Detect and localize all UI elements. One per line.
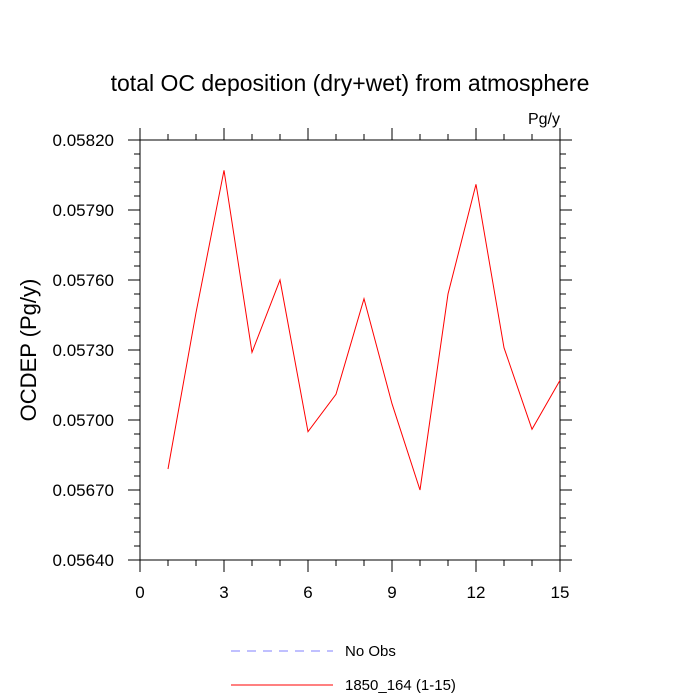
y-tick-label: 0.05700 [53,411,114,430]
x-tick-label: 3 [219,583,228,602]
x-tick-label: 12 [467,583,486,602]
y-tick-label: 0.05790 [53,201,114,220]
y-axis-label: OCDEP (Pg/y) [16,279,41,422]
y-tick-label: 0.05820 [53,131,114,150]
chart-title: total OC deposition (dry+wet) from atmos… [111,70,590,96]
x-tick-label: 15 [551,583,570,602]
x-tick-label: 9 [387,583,396,602]
x-tick-label: 6 [303,583,312,602]
y-tick-label: 0.05760 [53,271,114,290]
plot-frame [139,139,561,561]
y-tick-label: 0.05640 [53,551,114,570]
units-label: Pg/y [528,111,560,128]
y-tick-label: 0.05730 [53,341,114,360]
series-line-0 [167,170,561,491]
legend-label-0: No Obs [345,643,396,660]
series-layer [167,170,561,491]
legend-label-1: 1850_164 (1-15) [345,677,456,694]
y-tick-label: 0.05670 [53,481,114,500]
axes: 0 3 6 9 12 15 0.05640 0.05670 0.05700 0.05730 0.05… [53,128,572,602]
legend: No Obs 1850_164 (1-15) [231,643,456,694]
x-tick-label: 0 [135,583,144,602]
